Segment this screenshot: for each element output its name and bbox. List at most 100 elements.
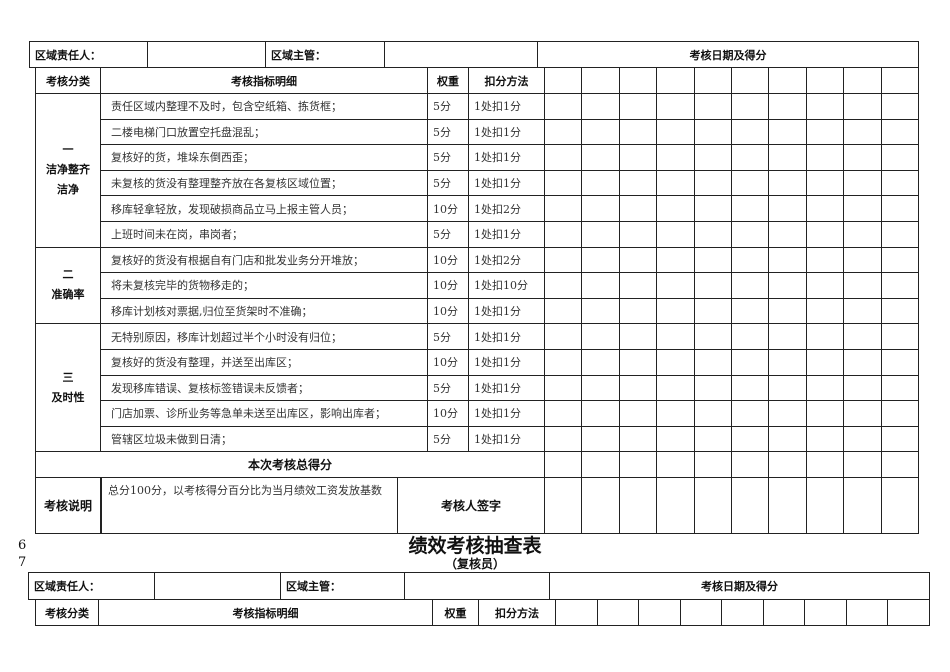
score-cell[interactable] — [656, 451, 695, 479]
score-cell[interactable] — [843, 400, 882, 427]
score-cell[interactable] — [656, 144, 695, 171]
score-cell[interactable] — [693, 93, 732, 120]
score-cell[interactable] — [581, 169, 620, 197]
score-cell[interactable] — [768, 323, 807, 350]
score-cell[interactable] — [656, 400, 695, 427]
score-cell[interactable] — [581, 246, 620, 274]
score-cell[interactable] — [618, 400, 658, 427]
score-cell[interactable] — [618, 374, 658, 402]
score-cell[interactable] — [693, 425, 732, 453]
score-cell[interactable] — [730, 144, 770, 171]
score-cell[interactable] — [768, 169, 807, 197]
score-cell[interactable] — [656, 477, 695, 535]
score-cell[interactable] — [843, 348, 882, 376]
score-cell[interactable] — [768, 451, 807, 479]
score-cell[interactable] — [768, 195, 807, 222]
score-cell[interactable] — [880, 400, 919, 427]
score-cell[interactable] — [805, 374, 845, 402]
score-cell[interactable] — [656, 169, 695, 197]
score-cell[interactable] — [845, 599, 888, 626]
score-cell[interactable] — [543, 67, 583, 94]
score-cell[interactable] — [843, 246, 882, 274]
score-cell[interactable] — [730, 272, 770, 299]
score-cell[interactable] — [730, 93, 770, 120]
score-cell[interactable] — [843, 272, 882, 299]
score-cell[interactable] — [768, 297, 807, 325]
score-cell[interactable] — [762, 599, 805, 626]
score-cell[interactable] — [730, 297, 770, 325]
score-cell[interactable] — [843, 425, 882, 453]
score-cell[interactable] — [880, 323, 919, 350]
score-cell[interactable] — [805, 144, 845, 171]
score-cell[interactable] — [805, 169, 845, 197]
score-cell[interactable] — [880, 93, 919, 120]
score-cell[interactable] — [721, 599, 764, 626]
score-cell[interactable] — [543, 323, 583, 350]
score-cell[interactable] — [693, 348, 732, 376]
score-cell[interactable] — [543, 195, 583, 222]
score-cell[interactable] — [887, 599, 930, 626]
score-cell[interactable] — [768, 144, 807, 171]
score-cell[interactable] — [768, 348, 807, 376]
score-cell[interactable] — [880, 425, 919, 453]
score-cell[interactable] — [805, 246, 845, 274]
score-cell[interactable] — [843, 169, 882, 197]
score-cell[interactable] — [805, 477, 845, 535]
score-cell[interactable] — [768, 118, 807, 146]
score-cell[interactable] — [880, 348, 919, 376]
score-cell[interactable] — [543, 246, 583, 274]
score-cell[interactable] — [581, 425, 620, 453]
score-cell[interactable] — [543, 93, 583, 120]
score-cell[interactable] — [730, 195, 770, 222]
score-cell[interactable] — [730, 246, 770, 274]
score-cell[interactable] — [880, 169, 919, 197]
score-cell[interactable] — [618, 118, 658, 146]
score-cell[interactable] — [581, 323, 620, 350]
score-cell[interactable] — [618, 93, 658, 120]
score-cell[interactable] — [843, 297, 882, 325]
score-cell[interactable] — [805, 118, 845, 146]
score-cell[interactable] — [805, 272, 845, 299]
score-cell[interactable] — [581, 93, 620, 120]
score-cell[interactable] — [656, 323, 695, 350]
score-cell[interactable] — [596, 599, 639, 626]
score-cell[interactable] — [581, 400, 620, 427]
score-cell[interactable] — [543, 425, 583, 453]
score-cell[interactable] — [618, 348, 658, 376]
supervisor-field[interactable] — [384, 41, 538, 68]
score-cell[interactable] — [581, 297, 620, 325]
score-cell[interactable] — [730, 118, 770, 146]
score-cell[interactable] — [730, 67, 770, 94]
score-cell[interactable] — [880, 144, 919, 171]
score-cell[interactable] — [843, 144, 882, 171]
score-cell[interactable] — [679, 599, 722, 626]
score-cell[interactable] — [581, 220, 620, 248]
score-cell[interactable] — [805, 67, 845, 94]
score-cell[interactable] — [693, 246, 732, 274]
score-cell[interactable] — [656, 220, 695, 248]
score-cell[interactable] — [693, 169, 732, 197]
score-cell[interactable] — [618, 297, 658, 325]
score-cell[interactable] — [581, 348, 620, 376]
score-cell[interactable] — [843, 477, 882, 535]
score-cell[interactable] — [768, 400, 807, 427]
score-cell[interactable] — [656, 195, 695, 222]
responsible-field[interactable] — [154, 572, 281, 600]
score-cell[interactable] — [543, 169, 583, 197]
score-cell[interactable] — [656, 246, 695, 274]
score-cell[interactable] — [581, 451, 620, 479]
score-cell[interactable] — [656, 348, 695, 376]
score-cell[interactable] — [543, 400, 583, 427]
score-cell[interactable] — [543, 451, 583, 479]
score-cell[interactable] — [581, 67, 620, 94]
score-cell[interactable] — [730, 348, 770, 376]
score-cell[interactable] — [768, 246, 807, 274]
score-cell[interactable] — [656, 67, 695, 94]
score-cell[interactable] — [543, 297, 583, 325]
score-cell[interactable] — [656, 297, 695, 325]
score-cell[interactable] — [693, 144, 732, 171]
score-cell[interactable] — [730, 477, 770, 535]
score-cell[interactable] — [656, 93, 695, 120]
score-cell[interactable] — [543, 272, 583, 299]
score-cell[interactable] — [618, 246, 658, 274]
